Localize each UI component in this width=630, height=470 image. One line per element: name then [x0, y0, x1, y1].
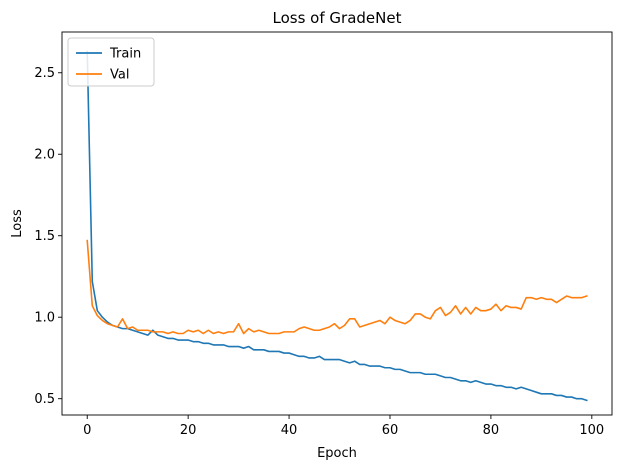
plot-frame: [61, 31, 613, 416]
chart-title: Loss of GradeNet: [273, 9, 402, 27]
x-tick-label: 0: [83, 423, 91, 438]
y-tick-label: 1.5: [34, 229, 55, 244]
y-axis-label: Loss: [10, 209, 25, 238]
series-line-train: [86, 50, 588, 402]
legend-label-train: Train: [109, 47, 141, 62]
x-axis-label: Epoch: [317, 446, 357, 461]
x-tick-label: 60: [382, 423, 399, 438]
y-tick-label: 2.5: [34, 66, 55, 81]
x-tick-label: 80: [483, 423, 500, 438]
y-tick-label: 0.5: [34, 392, 55, 407]
legend-label-val: Val: [110, 68, 129, 83]
y-tick-label: 1.0: [34, 311, 55, 326]
y-tick-label: 2.0: [34, 148, 55, 163]
x-tick-label: 100: [579, 423, 604, 438]
series-line-val: [86, 239, 588, 335]
x-tick-label: 20: [180, 423, 197, 438]
x-tick-label: 40: [281, 423, 298, 438]
legend: Train Val: [67, 37, 155, 87]
plot-area: 0 20 40 60 80 100 0.5 1.0 1.5 2.0 2.5 Train Val: [34, 31, 613, 438]
